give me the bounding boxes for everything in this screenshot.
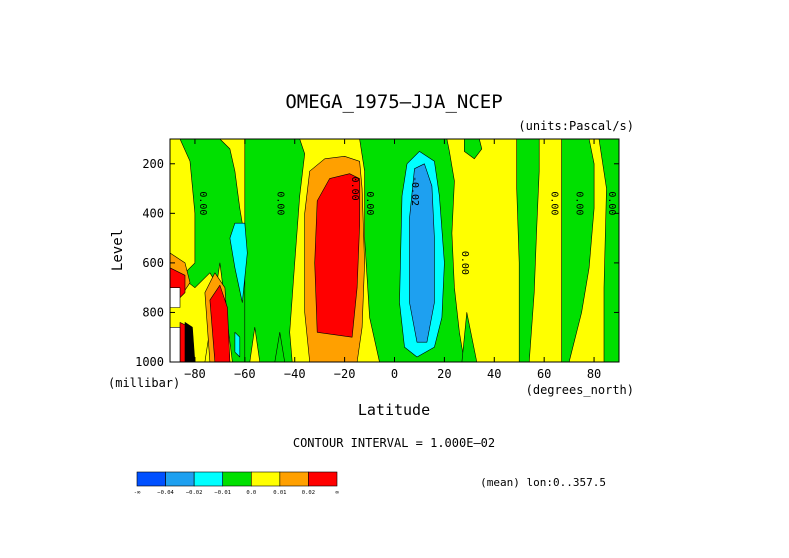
x-tick-label-4: 0 — [391, 367, 398, 381]
x-tick-label-7: 60 — [537, 367, 551, 381]
colorbar-label-2: −0.02 — [186, 490, 203, 496]
plot-area: 0.00 0.00 0.00 0.00 -0.02 0.00 0.00 0.00 0.00 −80… — [135, 138, 620, 381]
contour-label-6: 0.00 — [549, 191, 560, 215]
colorbar-label-0: -∞ — [134, 490, 141, 496]
contour-label-3: 0.00 — [364, 191, 375, 215]
colorbar: -∞ −0.04 −0.02 −0.01 0.0 0.01 0.02 ∞ — [134, 471, 339, 496]
colorbar-bin-4 — [250, 471, 281, 487]
x-tick-label-1: −60 — [234, 367, 256, 381]
colorbar-bin-1 — [165, 471, 195, 487]
colorbar-label-7: ∞ — [335, 490, 339, 496]
x-tick-label-6: 40 — [487, 367, 501, 381]
contour-region-6-0 — [169, 287, 181, 308]
contour-label-1: 0.00 — [274, 191, 285, 215]
colorbar-bin-2 — [193, 471, 224, 487]
x-units-label: (degrees_north) — [526, 383, 634, 397]
x-tick-label-8: 80 — [587, 367, 601, 381]
contour-label-2: 0.00 — [349, 177, 360, 201]
units-label: (units:Pascal/s) — [518, 119, 634, 133]
contour-region-6-1 — [169, 326, 181, 363]
contour-label-0: 0.00 — [197, 191, 208, 215]
x-tick-label-2: −40 — [284, 367, 306, 381]
x-tick-label-5: 20 — [437, 367, 451, 381]
contour-label-7: 0.00 — [574, 191, 585, 215]
contour-region-0-5 — [561, 138, 595, 363]
contour-region-4-1 — [234, 331, 241, 358]
contour-region-5-0 — [409, 163, 435, 343]
y-tick-label-4: 1000 — [135, 355, 164, 369]
colorbar-bin-0 — [136, 471, 166, 487]
y-tick-label-3: 800 — [142, 305, 164, 319]
colorbar-bin-3 — [222, 471, 252, 487]
contour-region-3-3 — [314, 173, 360, 338]
contour-region-4-0 — [229, 222, 248, 303]
contour-interval-text: CONTOUR INTERVAL = 1.000E–02 — [293, 436, 495, 450]
contour-label-8: 0.00 — [606, 191, 617, 215]
colorbar-label-4: 0.0 — [246, 490, 256, 496]
footer-text: (mean) lon:0..357.5 — [480, 476, 606, 489]
contour-label-5: 0.00 — [459, 251, 470, 275]
y-tick-label-0: 200 — [142, 157, 164, 171]
x-tick-label-3: −20 — [334, 367, 356, 381]
y-tick-label-1: 400 — [142, 206, 164, 220]
colorbar-label-6: 0.02 — [302, 490, 315, 496]
colorbar-label-5: 0.01 — [273, 490, 286, 496]
contour-region-3-2 — [209, 284, 231, 363]
colorbar-bin-5 — [279, 471, 309, 487]
y-tick-label-2: 600 — [142, 256, 164, 270]
colorbar-label-3: −0.01 — [214, 490, 231, 496]
x-tick-label-0: −80 — [184, 367, 206, 381]
chart-title: OMEGA_1975–JJA_NCEP — [285, 91, 502, 113]
contour-region-0-4 — [516, 138, 540, 363]
contour-label-4: -0.02 — [409, 176, 420, 206]
x-axis-label: Latitude — [358, 401, 430, 419]
colorbar-bin-6 — [308, 471, 338, 487]
y-units-label: (millibar) — [108, 376, 180, 390]
y-axis-label: Level — [110, 229, 126, 271]
colorbar-label-1: −0.04 — [157, 490, 174, 496]
